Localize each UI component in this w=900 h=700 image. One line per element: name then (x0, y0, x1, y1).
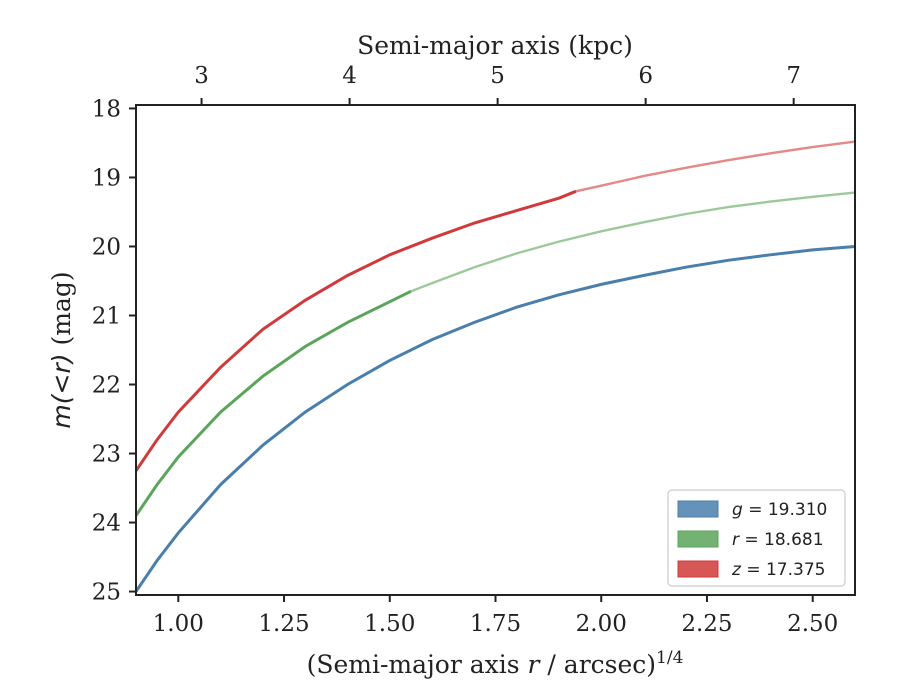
plot-frame (135, 104, 856, 596)
top-x-axis-title: Semi-major axis (kpc) (357, 31, 633, 60)
x-axis-title: (Semi-major axis r / arcsec)1/4 (307, 648, 684, 679)
tick-layer: 1.00 1.25 1.50 1.75 2.00 2.25 2.50 18 19 20 21 22 23… (92, 63, 839, 637)
y-tick-label: 23 (92, 442, 121, 468)
series-layer (134, 140, 856, 593)
legend-swatch-z (677, 560, 719, 578)
series-g-line (134, 245, 856, 593)
legend-swatch-r (677, 530, 719, 548)
legend-label-z: z = 17.375 (731, 560, 825, 580)
y-tick-label: 19 (92, 165, 121, 191)
x-tick-label: 2.00 (576, 611, 627, 637)
x-tick-label: 2.25 (681, 611, 732, 637)
y-axis-title: m(<r) (mag) (47, 271, 76, 428)
series-z-line (134, 189, 577, 472)
y-tick-label: 21 (92, 303, 121, 329)
y-tick-label: 25 (92, 580, 121, 606)
x-tick-label: 1.25 (258, 611, 309, 637)
top-x-tick-label: 3 (194, 63, 209, 89)
series-r-extrapolated-line (135, 191, 856, 517)
y-tick-label: 22 (92, 373, 121, 399)
series-z-extrapolated-line (135, 140, 856, 472)
x-tick-label: 2.50 (787, 611, 838, 637)
legend-label-r: r = 18.681 (732, 530, 824, 550)
legend-swatch-g (677, 500, 719, 518)
series-r-line (134, 289, 412, 517)
legend: g = 19.310 r = 18.681 z = 17.375 (667, 489, 846, 587)
top-x-tick-label: 7 (786, 63, 801, 89)
x-tick-label: 1.75 (470, 611, 521, 637)
top-x-tick-label: 5 (490, 63, 505, 89)
top-x-tick-label: 4 (342, 63, 357, 89)
top-x-tick-label: 6 (638, 63, 653, 89)
y-tick-label: 20 (92, 234, 121, 260)
y-tick-label: 18 (92, 96, 121, 122)
x-tick-label: 1.50 (364, 611, 415, 637)
y-tick-label: 24 (92, 511, 121, 537)
x-tick-label: 1.00 (153, 611, 204, 637)
legend-label-g: g = 19.310 (732, 500, 827, 520)
